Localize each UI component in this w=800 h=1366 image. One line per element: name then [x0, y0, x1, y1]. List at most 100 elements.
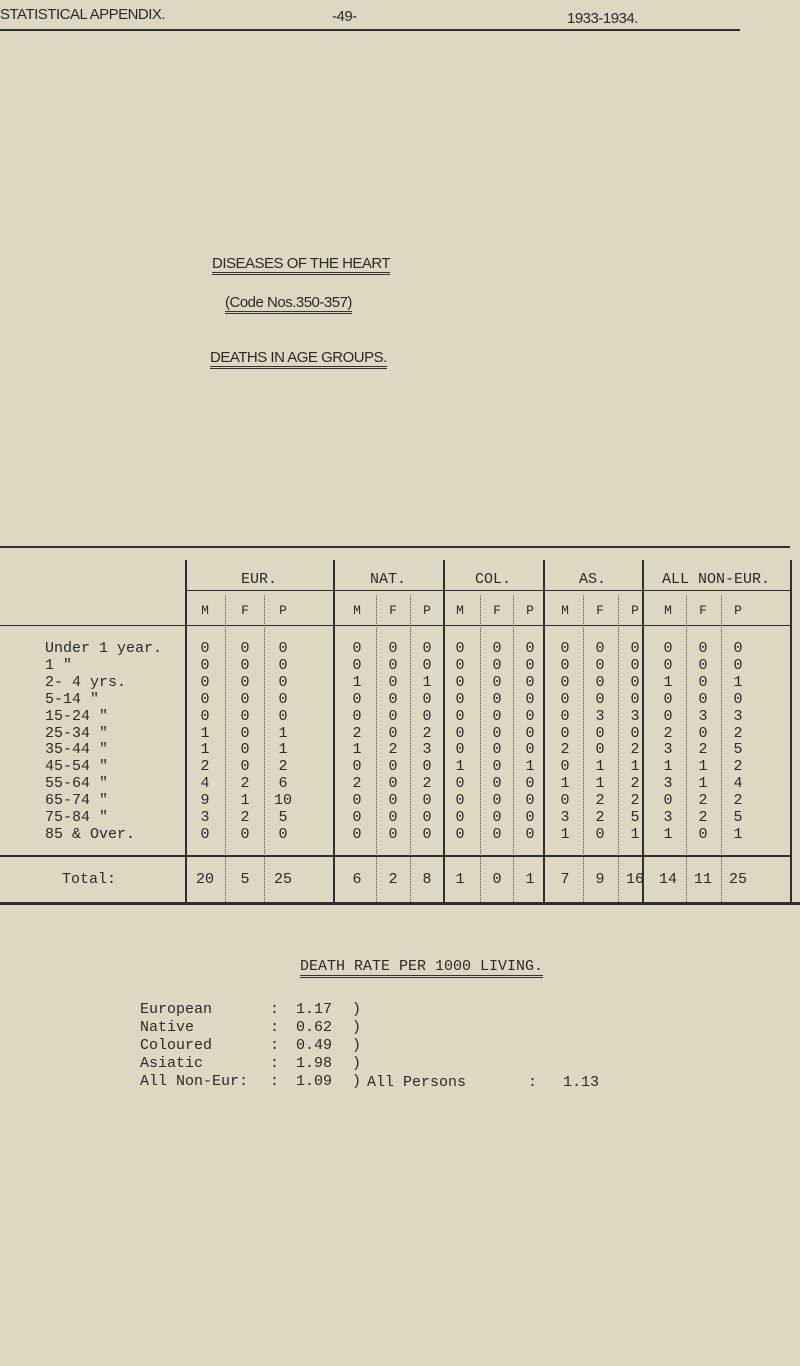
table-cell: 2 [630, 792, 640, 810]
table-cell: 0 [200, 673, 210, 691]
table-bottom-rule [0, 902, 800, 905]
column-divider [790, 560, 792, 902]
subheader-rule [0, 625, 790, 626]
table-cell: 0 [240, 825, 250, 843]
table-cell: 0 [455, 825, 465, 843]
table-cell: 0 [492, 690, 502, 708]
total-label: Total: [62, 871, 117, 888]
table-cell: 0 [352, 758, 362, 776]
table-cell: 0 [595, 656, 605, 674]
table-cell: 2 [352, 775, 362, 793]
total-cell: 6 [352, 871, 362, 888]
appendix-label: STATISTICAL APPENDIX. [0, 6, 166, 23]
rate-separator: : [270, 1001, 280, 1018]
table-cell: 1 [698, 758, 708, 776]
table-cell: 0 [525, 656, 535, 674]
table-cell: 3 [663, 775, 673, 793]
rate-value: 1.09 [296, 1073, 333, 1090]
table-cell: 0 [733, 656, 743, 674]
subheader: P [631, 603, 639, 618]
subheader: P [279, 603, 287, 618]
rate-label: Native [140, 1019, 195, 1036]
rate-label: European [140, 1001, 213, 1018]
table-top-rule [0, 546, 790, 548]
table-cell: 1 [663, 673, 673, 691]
table-cell: 0 [352, 707, 362, 725]
total-cell: 5 [240, 871, 250, 888]
table-cell: 9 [200, 792, 210, 810]
table-cell: 3 [200, 809, 210, 826]
row-label: 65-74 " [45, 792, 109, 810]
table-cell: 2 [698, 792, 708, 810]
table-cell: 1 [200, 724, 210, 742]
total-cell: 0 [492, 871, 502, 888]
subheader: M [664, 603, 672, 618]
table-cell: 3 [733, 707, 743, 725]
table-cell: 0 [560, 707, 570, 725]
table-cell: 0 [455, 741, 465, 759]
table-cell: 1 [595, 775, 605, 793]
table-cell: 0 [455, 656, 465, 674]
row-label: 75-84 " [45, 809, 109, 826]
rate-brace: ) [352, 1073, 362, 1090]
table-cell: 0 [388, 809, 398, 826]
table-cell: 1 [422, 673, 432, 691]
table-cell: 2 [663, 724, 673, 742]
table-cell: 0 [388, 673, 398, 691]
table-cell: 0 [278, 825, 288, 843]
subheader: P [526, 603, 534, 618]
table-cell: 4 [200, 775, 210, 793]
table-cell: 0 [492, 673, 502, 691]
table-cell: 2 [388, 741, 398, 759]
table-cell: 0 [388, 707, 398, 725]
rate-value: 1.98 [296, 1055, 333, 1072]
table-cell: 2 [278, 758, 288, 776]
table-cell: 2 [422, 724, 432, 742]
table-cell: 0 [240, 707, 250, 725]
table-cell: 0 [525, 825, 535, 843]
table-cell: 2 [733, 758, 743, 776]
table-cell: 0 [525, 707, 535, 725]
column-dotted-divider [264, 595, 265, 902]
group-header: AS. [578, 571, 606, 588]
table-cell: 0 [455, 724, 465, 742]
table-cell: 0 [200, 825, 210, 843]
table-cell: 0 [560, 724, 570, 742]
table-cell: 0 [422, 656, 432, 674]
total-cell: 1 [525, 871, 535, 888]
group-header: COL. [474, 571, 511, 588]
column-dotted-divider [410, 595, 411, 902]
table-cell: 0 [352, 690, 362, 708]
table-cell: 0 [240, 758, 250, 776]
table-cell: 0 [422, 809, 432, 826]
column-divider [333, 560, 335, 902]
table-cell: 0 [630, 673, 640, 691]
table-cell: 1 [278, 724, 288, 742]
column-divider [642, 560, 644, 902]
table-cell: 5 [278, 809, 288, 826]
table-cell: 0 [455, 690, 465, 708]
row-label: 55-64 " [45, 775, 109, 793]
table-cell: 2 [733, 792, 743, 810]
table-cell: 0 [422, 825, 432, 843]
table-cell: 0 [388, 656, 398, 674]
table-cell: 0 [630, 656, 640, 674]
table-cell: 1 [455, 758, 465, 776]
table-cell: 0 [278, 656, 288, 674]
table-cell: 0 [422, 690, 432, 708]
table-cell: 1 [663, 758, 673, 776]
table-cell: 1 [278, 741, 288, 759]
table-cell: 0 [698, 690, 708, 708]
table-cell: 0 [455, 775, 465, 793]
table-cell: 0 [698, 640, 708, 657]
table-cell: 0 [698, 673, 708, 691]
table-cell: 1 [352, 741, 362, 759]
group-header: NAT. [369, 571, 406, 588]
row-label: 45-54 " [45, 758, 109, 776]
table-cell: 0 [733, 640, 743, 657]
table-cell: 0 [240, 656, 250, 674]
table-cell: 0 [663, 707, 673, 725]
table-cell: 0 [492, 792, 502, 810]
total-cell: 16 [625, 871, 644, 888]
table-cell: 2 [352, 724, 362, 742]
